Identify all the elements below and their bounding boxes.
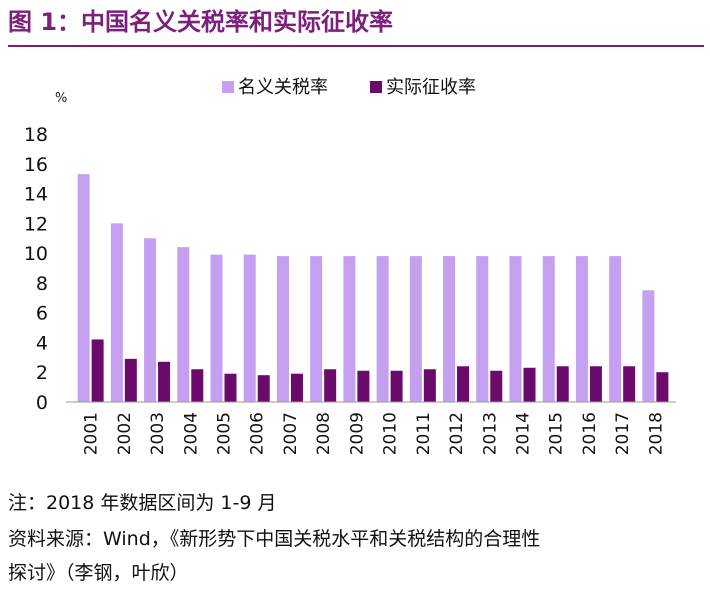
legend-swatch	[222, 81, 234, 93]
bar-nominal-tariff	[243, 254, 256, 402]
y-axis-unit: %	[55, 91, 67, 106]
bar-actual-rate	[390, 370, 403, 402]
legend-label: 名义关税率	[238, 77, 328, 98]
bar-nominal-tariff	[343, 256, 356, 402]
y-tick-label: 12	[24, 213, 48, 235]
bar-nominal-tariff	[542, 256, 555, 402]
title-divider	[8, 45, 704, 47]
bar-nominal-tariff	[110, 223, 123, 402]
bar-nominal-tariff	[409, 256, 422, 402]
bar-nominal-tariff	[443, 256, 456, 402]
x-tick-label: 2006	[248, 412, 268, 455]
x-tick-label: 2014	[514, 412, 534, 455]
bar-actual-rate	[623, 366, 636, 402]
x-tick-label: 2003	[148, 412, 168, 455]
x-tick-label: 2013	[480, 412, 500, 455]
figure-title: 图 1：中国名义关税率和实际征收率	[8, 8, 394, 36]
bar-nominal-tariff	[77, 174, 90, 402]
bar-actual-rate	[91, 339, 104, 402]
y-tick-label: 6	[36, 303, 48, 325]
x-tick-label: 2011	[414, 412, 434, 455]
bar-nominal-tariff	[144, 238, 157, 402]
y-tick-label: 14	[24, 184, 48, 206]
x-tick-label: 2016	[580, 412, 600, 455]
bar-nominal-tariff	[642, 290, 655, 402]
y-tick-label: 18	[24, 124, 48, 146]
bar-actual-rate	[158, 361, 171, 402]
bar-actual-rate	[257, 375, 270, 402]
y-tick-label: 4	[36, 332, 48, 354]
x-tick-label: 2015	[547, 412, 567, 455]
bar-actual-rate	[457, 366, 470, 402]
bar-actual-rate	[324, 369, 337, 402]
bar-nominal-tariff	[609, 256, 622, 402]
bar-actual-rate	[191, 369, 204, 402]
x-tick-label: 2008	[314, 412, 334, 455]
x-tick-label: 2017	[613, 412, 633, 455]
y-tick-label: 2	[36, 362, 48, 384]
bar-nominal-tariff	[276, 256, 289, 402]
bar-nominal-tariff	[310, 256, 323, 402]
bar-nominal-tariff	[509, 256, 522, 402]
x-tick-label: 2001	[82, 412, 102, 455]
legend-swatch	[370, 81, 382, 93]
bar-actual-rate	[423, 369, 436, 402]
x-tick-label: 2010	[381, 412, 401, 455]
legend-label: 实际征收率	[386, 77, 476, 98]
note-source: 资料来源：Wind，《新形势下中国关税水平和关税结构的合理性	[8, 528, 541, 550]
bar-actual-rate	[124, 358, 137, 402]
y-tick-label: 8	[36, 273, 48, 295]
x-tick-label: 2018	[646, 412, 666, 455]
bar-nominal-tariff	[575, 256, 588, 402]
series-actual-rate	[91, 339, 669, 402]
y-tick-label: 10	[24, 243, 48, 265]
bar-nominal-tariff	[210, 254, 223, 402]
bar-nominal-tariff	[177, 247, 190, 402]
x-tick-label: 2002	[115, 412, 135, 455]
bar-actual-rate	[490, 370, 503, 402]
y-axis-ticks: 0 2 4 6 8 10 12 14 16 18	[24, 124, 48, 414]
y-tick-label: 0	[36, 392, 48, 414]
bar-actual-rate	[357, 370, 370, 402]
bar-nominal-tariff	[376, 256, 389, 402]
x-tick-label: 2005	[215, 412, 235, 455]
x-tick-label: 2009	[347, 412, 367, 455]
bar-actual-rate	[523, 367, 536, 402]
bar-actual-rate	[589, 366, 602, 402]
bar-nominal-tariff	[476, 256, 489, 402]
bar-actual-rate	[224, 373, 237, 402]
bar-actual-rate	[556, 366, 569, 402]
note-data-range: 注：2018 年数据区间为 1-9 月	[8, 492, 277, 514]
x-tick-label: 2004	[181, 412, 201, 455]
bar-actual-rate	[656, 372, 669, 402]
x-axis-ticks: 2001 2002 2003 2004 2005 2006 2007 2008 2009 2010…	[82, 412, 667, 455]
x-tick-label: 2007	[281, 412, 301, 455]
series-nominal-tariff	[77, 174, 655, 402]
legend: 名义关税率 实际征收率	[222, 77, 476, 98]
y-tick-label: 16	[24, 154, 48, 176]
bar-actual-rate	[290, 373, 303, 402]
x-tick-label: 2012	[447, 412, 467, 455]
note-source-continued: 探讨》（李钢，叶欣）	[8, 562, 189, 584]
